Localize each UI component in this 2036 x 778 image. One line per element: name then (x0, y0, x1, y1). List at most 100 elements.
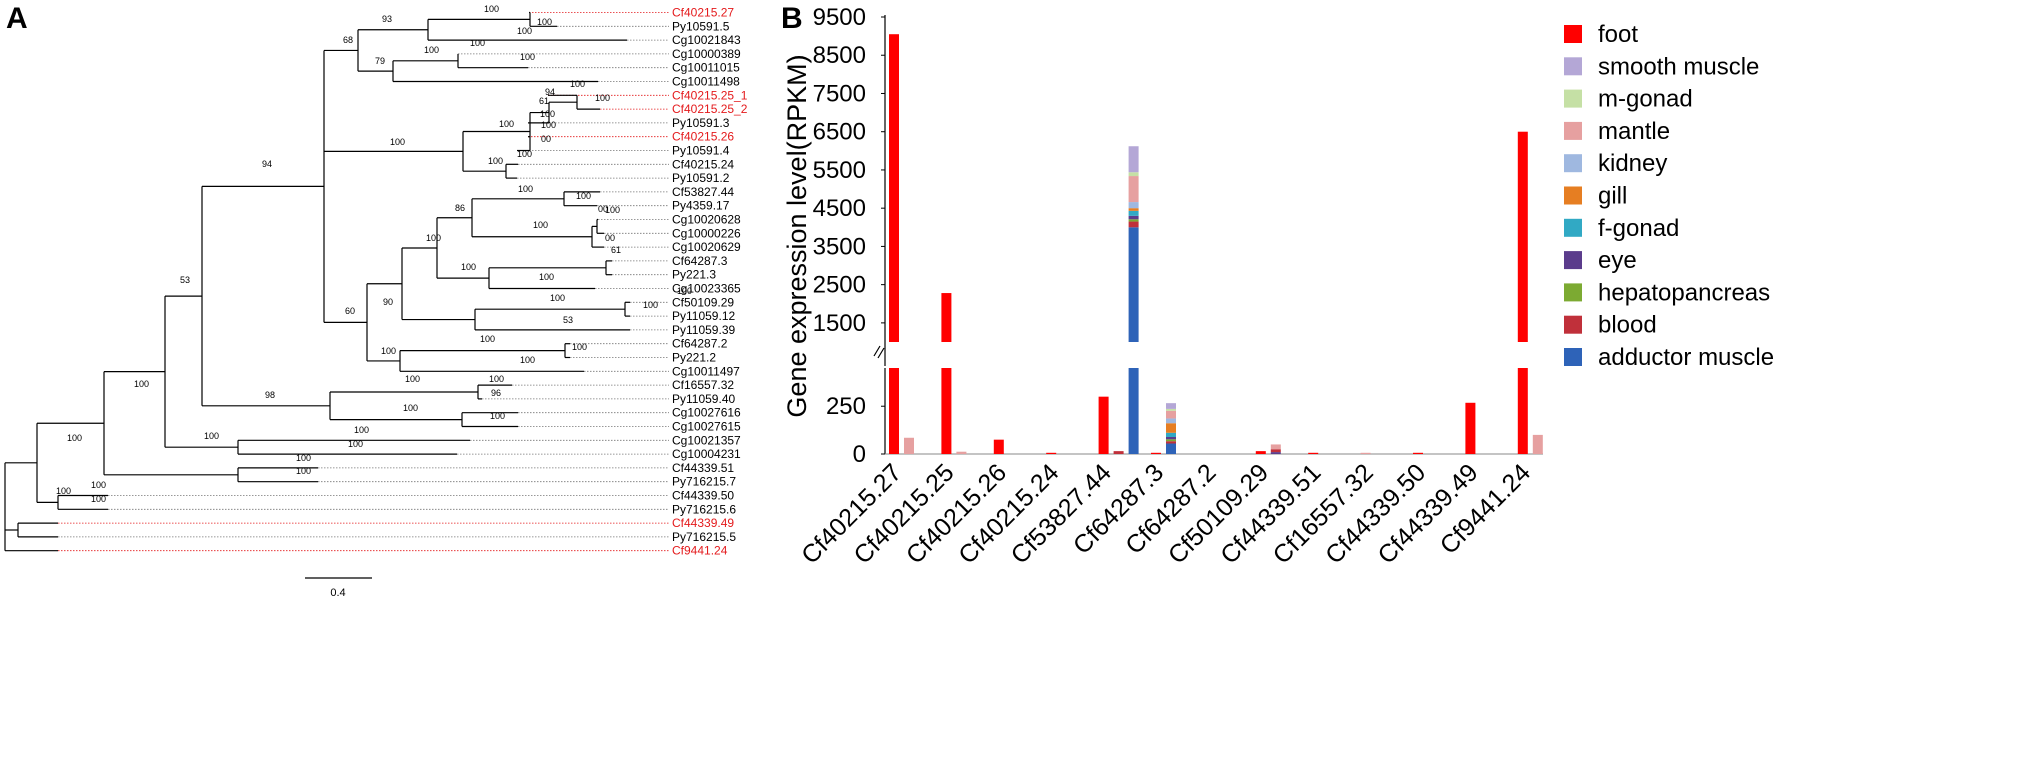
leaf-label: Py716215.5 (672, 530, 736, 544)
leaf-label: Py11059.12 (672, 309, 735, 323)
legend-swatch-kidney (1564, 154, 1582, 173)
y-tick-label: 250 (826, 393, 866, 420)
bootstrap-value: 100 (605, 205, 620, 215)
bar-segment-foot (941, 293, 952, 342)
bootstrap-value: 100 (576, 191, 591, 201)
bootstrap-value: 100 (499, 119, 514, 129)
leaf-label: Py221.3 (672, 268, 716, 282)
y-tick-label: 0 (853, 441, 866, 468)
bootstrap-value: 00 (598, 204, 608, 214)
bar-segment-m-gonad (1166, 408, 1176, 411)
legend-swatch-hepatopancreas (1564, 283, 1582, 302)
bar-segment-hepatopancreas (1128, 219, 1139, 222)
legend-label: blood (1598, 312, 1657, 339)
leaf-label: Cg10000226 (672, 226, 741, 240)
y-tick-label: 7500 (813, 80, 866, 107)
y-tick-label: 3500 (813, 233, 866, 260)
legend: foot smooth muscle m-gonad mantle kidney gill… (1564, 21, 1774, 371)
bootstrap-value: 100 (67, 433, 82, 443)
leaf-label: Cf40215.25_2 (672, 102, 748, 116)
leaf-label: Cf64287.2 (672, 337, 728, 351)
bar-segment-mantle (1532, 434, 1543, 454)
leaf-label: Cg10011497 (672, 364, 740, 378)
bootstrap-value: 100 (296, 453, 311, 463)
bootstrap-value: 100 (518, 184, 533, 194)
bootstrap-value: 100 (484, 4, 499, 14)
legend-swatch-mantle (1564, 121, 1582, 140)
bootstrap-value: 100 (520, 52, 535, 62)
bar-segment-eye (1270, 452, 1281, 454)
panel-b-label: B (781, 2, 803, 35)
legend-swatch-blood (1564, 315, 1582, 334)
leaf-label: Py716215.6 (672, 502, 736, 516)
y-tick-label: 5500 (813, 157, 866, 184)
legend-label: foot (1598, 21, 1638, 48)
bootstrap-value: 100 (91, 494, 106, 504)
bootstrap-value: 100 (541, 120, 556, 130)
bootstrap-value: 100 (517, 149, 532, 159)
bar-segment-adductor-muscle (1128, 368, 1139, 454)
bar-segment-blood (1113, 451, 1124, 454)
bootstrap-value: 100 (480, 334, 495, 344)
leaf-label: Py716215.7 (672, 475, 736, 489)
leaf-label: Cg10020628 (672, 213, 741, 227)
bootstrap-value: 100 (677, 286, 692, 296)
bootstrap-value: 100 (539, 272, 554, 282)
bar-segment-foot (1151, 452, 1161, 454)
legend-swatch-m-gonad (1564, 89, 1582, 108)
y-tick-label: 9500 (813, 4, 866, 31)
bar-segment-f-gonad (1128, 210, 1139, 216)
bootstrap-value: 100 (390, 137, 405, 147)
bootstrap-value: 100 (204, 431, 219, 441)
bootstrap-value: 61 (539, 96, 549, 106)
bar-segment-foot (1098, 396, 1109, 454)
y-tick-label: 8500 (813, 42, 866, 69)
bootstrap-value: 100 (348, 439, 363, 449)
bootstrap-value: 61 (611, 245, 621, 255)
axis-break-mark (873, 345, 885, 359)
bootstrap-value: 100 (381, 346, 396, 356)
bootstrap-value: 100 (490, 411, 505, 421)
legend-label: gill (1598, 183, 1627, 210)
bootstrap-value: 100 (426, 233, 441, 243)
leaf-label: Cg10020629 (672, 240, 741, 254)
leaf-label: Py10591.5 (672, 19, 730, 33)
bootstrap-value: 100 (424, 45, 439, 55)
bar-segment-hepatopancreas (1166, 439, 1176, 442)
bootstrap-value: 100 (489, 374, 504, 384)
leaf-label: Py221.2 (672, 351, 716, 365)
bootstrap-value: 100 (405, 374, 420, 384)
bar-segment-mantle (904, 437, 914, 454)
bootstrap-value: 100 (550, 293, 565, 303)
bootstrap-value: 100 (296, 466, 311, 476)
bar-segment-foot (889, 368, 899, 454)
bar-segment-foot (1308, 452, 1319, 454)
legend-label: hepatopancreas (1598, 279, 1770, 306)
leaf-label: Cg10027615 (672, 420, 741, 434)
legend-swatch-eye (1564, 251, 1582, 270)
bootstrap-value: 93 (382, 14, 392, 24)
legend-label: smooth muscle (1598, 53, 1759, 80)
bar-segment-mantle (1166, 410, 1176, 419)
bar-segment-blood (1166, 441, 1176, 444)
bar-segment-mantle (1128, 176, 1139, 203)
leaf-label: Py11059.40 (672, 392, 735, 406)
bootstrap-value: 90 (383, 297, 393, 307)
bar-segment-eye (1128, 215, 1139, 220)
bootstrap-value: 68 (343, 35, 353, 45)
bar-segment-foot (993, 439, 1004, 454)
leaf-label: Cg10021843 (672, 33, 741, 47)
expression-chart: B Gene expression level(RPKM) 1500250035… (781, 2, 1543, 570)
legend-swatch-smooth-muscle (1564, 57, 1582, 76)
leaf-label: Cf44339.51 (672, 461, 734, 475)
bar-segment-m-gonad (1128, 172, 1139, 177)
bootstrap-value: 100 (354, 425, 369, 435)
bootstrap-value: 100 (470, 38, 485, 48)
bar-segment-blood (1128, 221, 1139, 228)
bootstrap-value: 00 (605, 233, 615, 243)
leaf-label: Cf40215.25_1 (672, 88, 748, 102)
legend-label: f-gonad (1598, 215, 1679, 242)
bootstrap-value: 53 (180, 275, 190, 285)
leaf-label: Cf40215.24 (672, 157, 734, 171)
